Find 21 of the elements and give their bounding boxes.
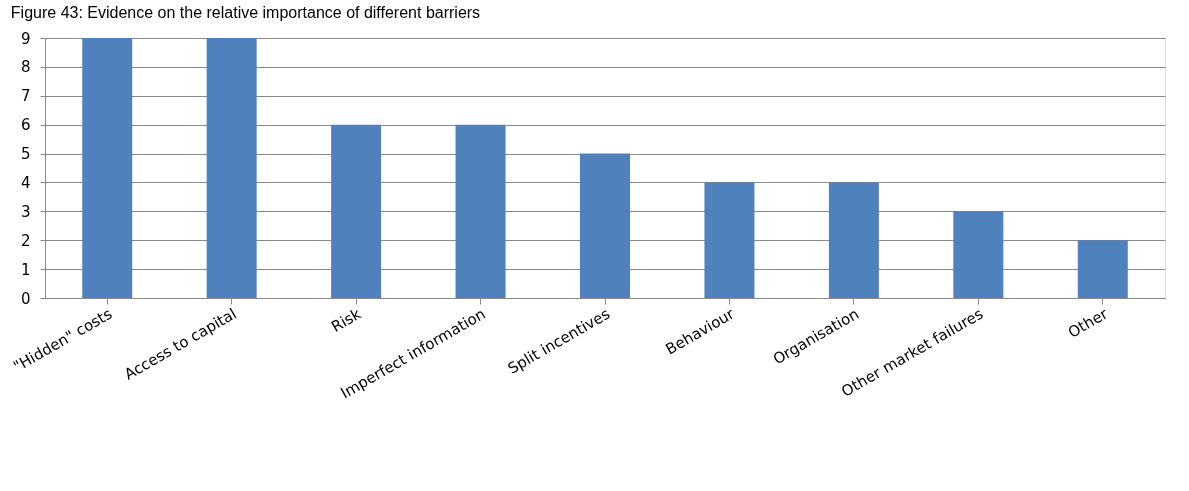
y-tick-label: 4: [20, 173, 31, 192]
bar: [828, 182, 879, 298]
bar: [455, 124, 506, 298]
y-tick-label: 3: [20, 202, 31, 221]
bar: [206, 38, 257, 298]
bar: [82, 38, 133, 298]
y-tick-label: 2: [20, 231, 31, 250]
y-tick-label: 5: [20, 145, 31, 164]
bar: [331, 124, 382, 298]
y-tick-label: 6: [20, 116, 31, 135]
y-tick-label: 8: [20, 58, 31, 77]
y-tick-label: 0: [20, 289, 31, 308]
chart-title: Figure 43: Evidence on the relative importance of different barriers: [10, 4, 481, 21]
y-tick-label: 7: [20, 87, 31, 106]
y-tick-label: 9: [20, 29, 31, 48]
bar: [953, 211, 1004, 298]
bar: [1077, 240, 1128, 298]
bar: [704, 182, 755, 298]
x-tick-label: Risk: [328, 304, 365, 336]
bar: [580, 153, 630, 298]
y-tick-label: 1: [20, 260, 31, 279]
